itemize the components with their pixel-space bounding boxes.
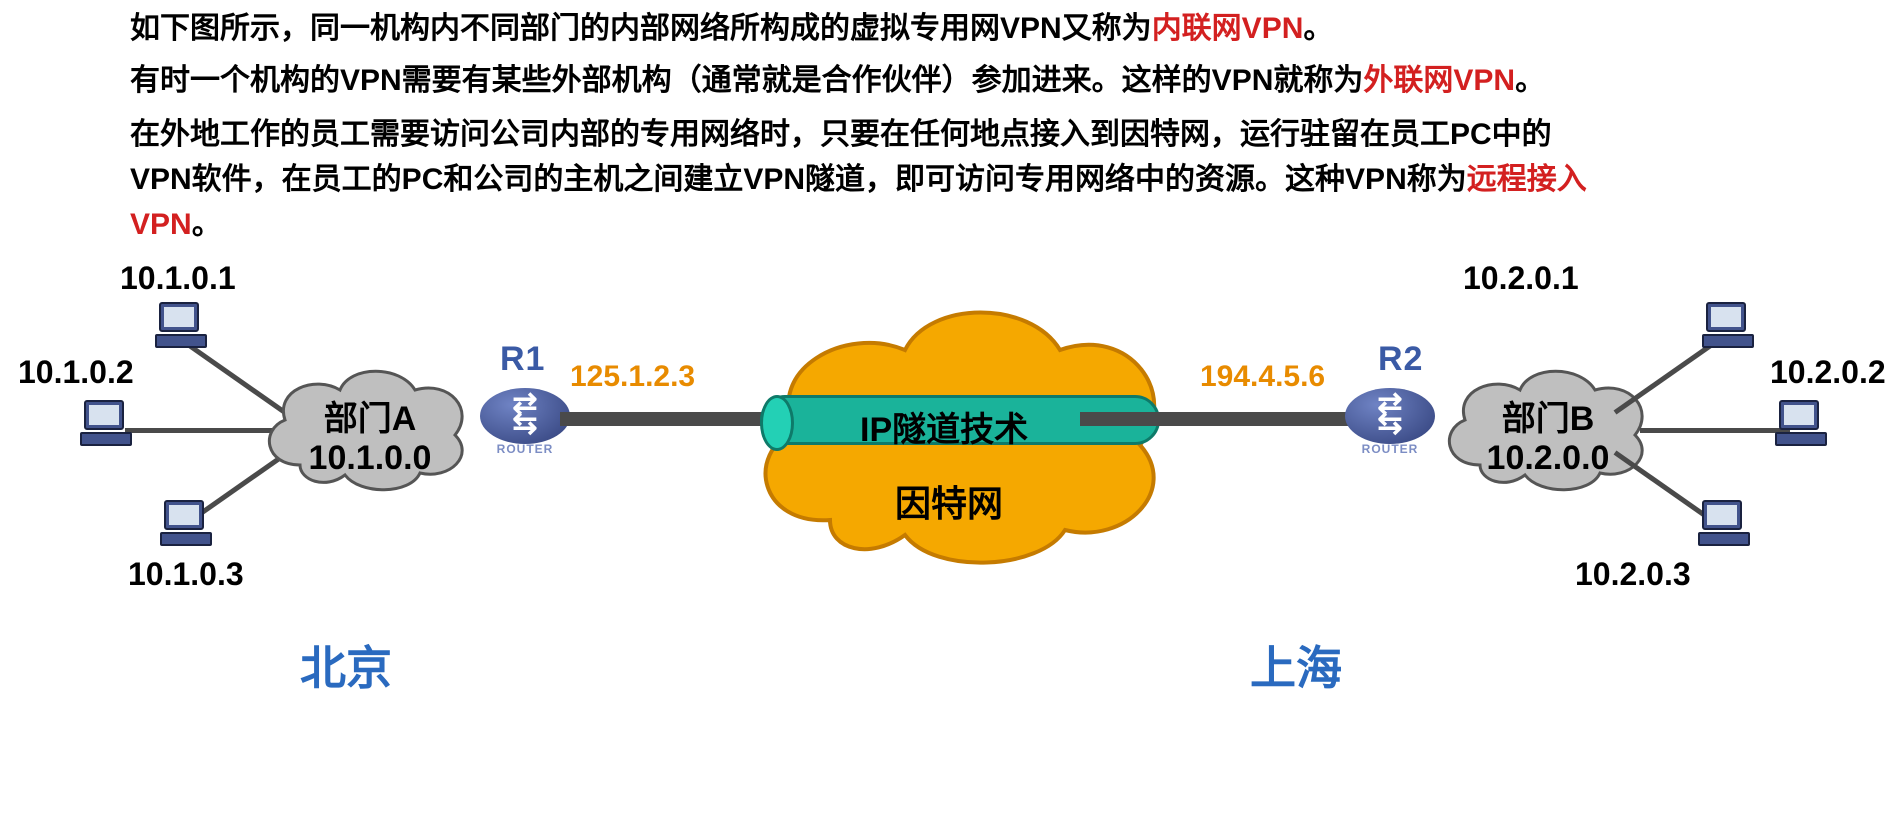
computer-icon xyxy=(1698,500,1750,548)
p3-text-b: 。 xyxy=(192,208,222,241)
wan-line xyxy=(1080,412,1360,426)
p3-text-a: 在外地工作的员工需要访问公司内部的专用网络时，只要在任何地点接入到因特网，运行驻… xyxy=(130,118,1552,196)
host-ip-label: 10.1.0.2 xyxy=(18,354,134,391)
p2-text-a: 有时一个机构的VPN需要有某些外部机构（通常就是合作伙伴）参加进来。这样的VPN… xyxy=(130,64,1363,97)
router-caption: ROUTER xyxy=(480,442,570,456)
host-ip-label: 10.2.0.2 xyxy=(1770,354,1886,391)
internet-label: 因特网 xyxy=(895,475,1003,527)
city-label: 北京 xyxy=(300,632,392,698)
dept-net: 10.2.0.0 xyxy=(1487,439,1610,477)
router-icon: ⇄⇆ ROUTER xyxy=(1345,378,1435,468)
host-ip-label: 10.2.0.1 xyxy=(1463,260,1579,297)
p2-highlight: 外联网VPN xyxy=(1363,64,1515,97)
p2-text-b: 。 xyxy=(1515,64,1545,97)
dept-name: 部门B xyxy=(1502,400,1595,438)
dept-label: 部门A 10.1.0.0 xyxy=(300,400,440,478)
dept-net: 10.1.0.0 xyxy=(309,439,432,477)
router-name-label: R1 xyxy=(500,340,545,379)
host-ip-label: 10.1.0.3 xyxy=(128,556,244,593)
paragraph-3: 在外地工作的员工需要访问公司内部的专用网络时，只要在任何地点接入到因特网，运行驻… xyxy=(130,112,1590,247)
tunnel-label: IP隧道技术 xyxy=(860,402,1028,451)
computer-icon xyxy=(155,302,207,350)
paragraph-1: 如下图所示，同一机构内不同部门的内部网络所构成的虚拟专用网VPN又称为内联网VP… xyxy=(130,6,1550,51)
router-public-ip: 125.1.2.3 xyxy=(570,360,695,394)
router-name-label: R2 xyxy=(1378,340,1423,379)
p1-text-b: 。 xyxy=(1303,12,1333,45)
computer-icon xyxy=(1775,400,1827,448)
host-ip-label: 10.1.0.1 xyxy=(120,260,236,297)
host-ip-label: 10.2.0.3 xyxy=(1575,556,1691,593)
dept-name: 部门A xyxy=(324,400,417,438)
router-icon: ⇄⇆ ROUTER xyxy=(480,378,570,468)
city-label: 上海 xyxy=(1250,632,1342,698)
computer-icon xyxy=(80,400,132,448)
paragraph-2: 有时一个机构的VPN需要有某些外部机构（通常就是合作伙伴）参加进来。这样的VPN… xyxy=(130,58,1630,103)
dept-label: 部门B 10.2.0.0 xyxy=(1478,400,1618,478)
router-caption: ROUTER xyxy=(1345,442,1435,456)
router-public-ip: 194.4.5.6 xyxy=(1200,360,1325,394)
vpn-network-diagram: 10.1.0.1 10.1.0.2 10.1.0.3 部门A 10.1.0.0 … xyxy=(0,260,1889,740)
computer-icon xyxy=(160,500,212,548)
p1-text-a: 如下图所示，同一机构内不同部门的内部网络所构成的虚拟专用网VPN又称为 xyxy=(130,12,1152,45)
p1-highlight: 内联网VPN xyxy=(1152,12,1304,45)
computer-icon xyxy=(1702,302,1754,350)
link-line xyxy=(1640,428,1790,433)
